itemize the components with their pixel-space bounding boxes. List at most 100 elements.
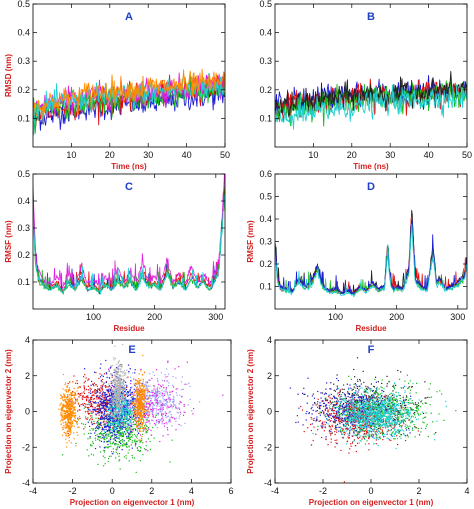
scatter-point bbox=[99, 410, 102, 412]
scatter-point bbox=[98, 404, 100, 407]
scatter-point bbox=[60, 408, 62, 411]
scatter-point bbox=[341, 404, 343, 406]
scatter-point bbox=[114, 423, 116, 426]
scatter-point bbox=[100, 402, 102, 404]
scatter-point bbox=[127, 364, 130, 366]
scatter-point bbox=[101, 394, 103, 397]
scatter-point bbox=[71, 394, 73, 396]
scatter-point bbox=[118, 415, 121, 417]
scatter-point bbox=[167, 434, 169, 436]
scatter-point bbox=[149, 404, 151, 406]
scatter-point bbox=[113, 387, 115, 389]
scatter-point bbox=[126, 406, 128, 408]
scatter-point bbox=[177, 407, 179, 409]
scatter-point bbox=[107, 389, 109, 391]
scatter-point bbox=[115, 393, 117, 395]
scatter-point bbox=[114, 405, 116, 407]
scatter-point bbox=[67, 401, 69, 403]
scatter-point bbox=[119, 408, 121, 410]
scatter-point bbox=[418, 434, 421, 436]
scatter-point bbox=[162, 384, 164, 386]
scatter-point bbox=[107, 425, 109, 428]
scatter-point bbox=[157, 409, 159, 411]
scatter-point bbox=[141, 391, 143, 394]
scatter-point bbox=[102, 375, 104, 377]
scatter-point bbox=[91, 423, 93, 426]
scatter-point bbox=[134, 415, 136, 417]
scatter-point bbox=[139, 440, 141, 442]
scatter-point bbox=[334, 390, 336, 392]
scatter-point bbox=[101, 416, 103, 418]
scatter-point bbox=[100, 397, 102, 399]
scatter-point bbox=[343, 407, 345, 409]
scatter-point bbox=[129, 404, 131, 406]
y-tick-label: 0.3 bbox=[259, 237, 272, 247]
scatter-point bbox=[97, 426, 100, 428]
scatter-point bbox=[127, 402, 129, 404]
scatter-point bbox=[68, 404, 70, 406]
scatter-point bbox=[109, 416, 111, 418]
scatter-point bbox=[177, 412, 179, 414]
scatter-point bbox=[172, 401, 174, 403]
scatter-point bbox=[131, 426, 133, 428]
scatter-point bbox=[167, 393, 169, 395]
scatter-point bbox=[70, 423, 72, 425]
scatter-point bbox=[152, 408, 154, 410]
scatter-point bbox=[132, 391, 134, 393]
scatter-point bbox=[413, 403, 415, 405]
scatter-point bbox=[97, 419, 99, 421]
scatter-point bbox=[168, 397, 170, 399]
scatter-point bbox=[77, 417, 79, 419]
scatter-point bbox=[148, 419, 150, 421]
scatter-point bbox=[130, 425, 132, 428]
scatter-point bbox=[69, 400, 71, 402]
scatter-point bbox=[326, 414, 328, 416]
scatter-point bbox=[330, 393, 332, 395]
scatter-point bbox=[130, 431, 132, 433]
scatter-point bbox=[143, 387, 145, 389]
x-tick-label: 200 bbox=[389, 312, 404, 322]
scatter-point bbox=[91, 395, 93, 397]
scatter-point bbox=[172, 386, 175, 388]
scatter-point bbox=[373, 386, 375, 388]
scatter-point bbox=[134, 439, 136, 441]
scatter-point bbox=[320, 404, 322, 407]
scatter-point bbox=[62, 422, 64, 424]
scatter-point bbox=[83, 387, 86, 389]
scatter-point bbox=[62, 420, 64, 422]
scatter-point bbox=[112, 386, 114, 388]
scatter-point bbox=[114, 426, 116, 429]
scatter-point bbox=[74, 398, 76, 400]
scatter-point bbox=[159, 395, 161, 397]
scatter-point bbox=[119, 406, 121, 408]
scatter-point bbox=[63, 417, 66, 419]
scatter-point bbox=[130, 391, 132, 394]
scatter-point bbox=[134, 412, 136, 414]
scatter-point bbox=[150, 397, 152, 400]
scatter-point bbox=[168, 373, 170, 375]
scatter-point bbox=[362, 396, 364, 398]
scatter-point bbox=[100, 437, 102, 439]
scatter-point bbox=[144, 397, 146, 399]
scatter-point bbox=[112, 400, 114, 402]
scatter-point bbox=[128, 435, 130, 437]
scatter-point bbox=[124, 394, 126, 396]
scatter-point bbox=[69, 402, 71, 404]
scatter-point bbox=[106, 422, 109, 424]
scatter-point bbox=[161, 413, 163, 415]
scatter-point bbox=[317, 390, 319, 393]
scatter-point bbox=[355, 429, 357, 432]
scatter-point bbox=[167, 395, 169, 397]
plot-area bbox=[33, 68, 225, 136]
scatter-point bbox=[372, 400, 374, 402]
scatter-point bbox=[67, 402, 69, 405]
scatter-point bbox=[338, 411, 340, 413]
scatter-point bbox=[96, 427, 98, 429]
scatter-point bbox=[392, 397, 394, 399]
scatter-point bbox=[138, 398, 140, 400]
scatter-point bbox=[104, 402, 106, 404]
scatter-point bbox=[178, 423, 180, 426]
scatter-point bbox=[414, 426, 416, 428]
scatter-point bbox=[63, 403, 65, 405]
scatter-point bbox=[146, 412, 148, 414]
